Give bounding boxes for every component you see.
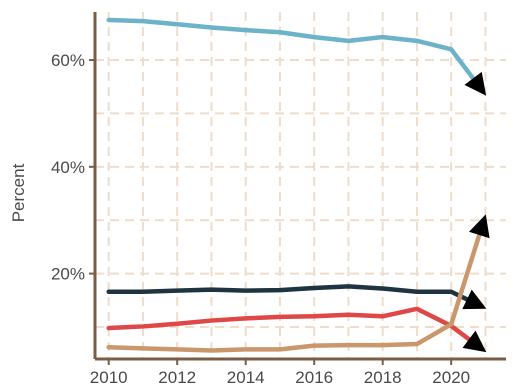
series-line xyxy=(106,232,482,353)
x-tick-label: 2014 xyxy=(227,368,265,387)
y-axis-title: Percent xyxy=(9,163,28,222)
x-tick-label: 2010 xyxy=(90,368,128,387)
axes xyxy=(93,12,506,361)
series-end-arrow xyxy=(468,214,490,239)
grid xyxy=(95,12,506,359)
y-tick-label: 20% xyxy=(51,265,85,284)
series-1 xyxy=(106,284,487,310)
series-3 xyxy=(106,214,490,353)
series-line xyxy=(106,306,472,342)
x-tick-label: 2020 xyxy=(432,368,470,387)
y-tick-label: 40% xyxy=(51,158,85,177)
series-2 xyxy=(106,306,487,353)
series-line xyxy=(106,17,476,82)
x-tick-label: 2016 xyxy=(295,368,333,387)
y-tick-label: 60% xyxy=(51,51,85,70)
tick-labels: 20% 40% 60% 2010 2012 2014 2016 2018 2020 xyxy=(51,51,470,387)
series-group xyxy=(106,17,490,353)
series-end-arrow xyxy=(462,330,487,353)
series-end-arrow xyxy=(464,71,487,96)
x-tick-label: 2018 xyxy=(364,368,402,387)
series-line xyxy=(106,284,470,302)
x-tick-label: 2012 xyxy=(158,368,196,387)
series-end-arrow xyxy=(462,289,487,310)
series-0 xyxy=(106,17,487,96)
